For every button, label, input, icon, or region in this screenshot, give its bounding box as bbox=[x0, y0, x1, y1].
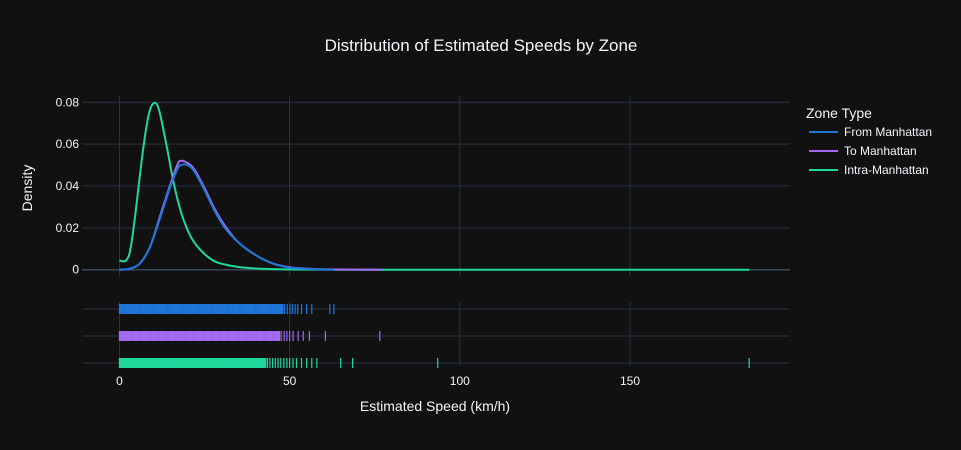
y-tick-label: 0.06 bbox=[56, 137, 80, 151]
legend-label: Intra-Manhattan bbox=[844, 163, 929, 177]
density-gridlines bbox=[82, 96, 790, 276]
legend-item-to-manhattan[interactable]: To Manhattan bbox=[809, 144, 917, 158]
x-tick-label: 0 bbox=[116, 374, 123, 388]
rug-marks bbox=[118, 304, 750, 368]
x-tick-labels: 0 50 100 150 bbox=[116, 374, 640, 388]
legend-item-intra-manhattan[interactable]: Intra-Manhattan bbox=[809, 163, 929, 177]
density-line-to-manhattan bbox=[119, 159, 382, 271]
y-tick-label: 0.04 bbox=[56, 179, 80, 193]
x-tick-label: 100 bbox=[450, 374, 470, 388]
x-tick-label: 50 bbox=[283, 374, 297, 388]
chart-title: Distribution of Estimated Speeds by Zone bbox=[325, 36, 638, 55]
y-tick-labels: 0 0.02 0.04 0.06 0.08 bbox=[56, 95, 80, 276]
legend-label: From Manhattan bbox=[844, 125, 932, 139]
legend-title: Zone Type bbox=[806, 105, 872, 121]
density-lines bbox=[119, 101, 750, 271]
legend-label: To Manhattan bbox=[844, 144, 917, 158]
y-tick-label: 0.08 bbox=[56, 95, 80, 109]
rug-from-manhattan bbox=[118, 304, 335, 314]
y-tick-label: 0 bbox=[72, 263, 79, 277]
legend: Zone Type From Manhattan To Manhattan Intr… bbox=[806, 105, 932, 177]
rug-intra-manhattan bbox=[118, 358, 750, 368]
x-axis-title: Estimated Speed (km/h) bbox=[360, 398, 510, 414]
legend-item-from-manhattan[interactable]: From Manhattan bbox=[809, 125, 932, 139]
rug-to-manhattan bbox=[118, 331, 381, 341]
x-tick-label: 150 bbox=[620, 374, 640, 388]
density-line-from-manhattan bbox=[119, 163, 334, 271]
y-axis-title: Density bbox=[19, 165, 35, 212]
y-tick-label: 0.02 bbox=[56, 221, 80, 235]
